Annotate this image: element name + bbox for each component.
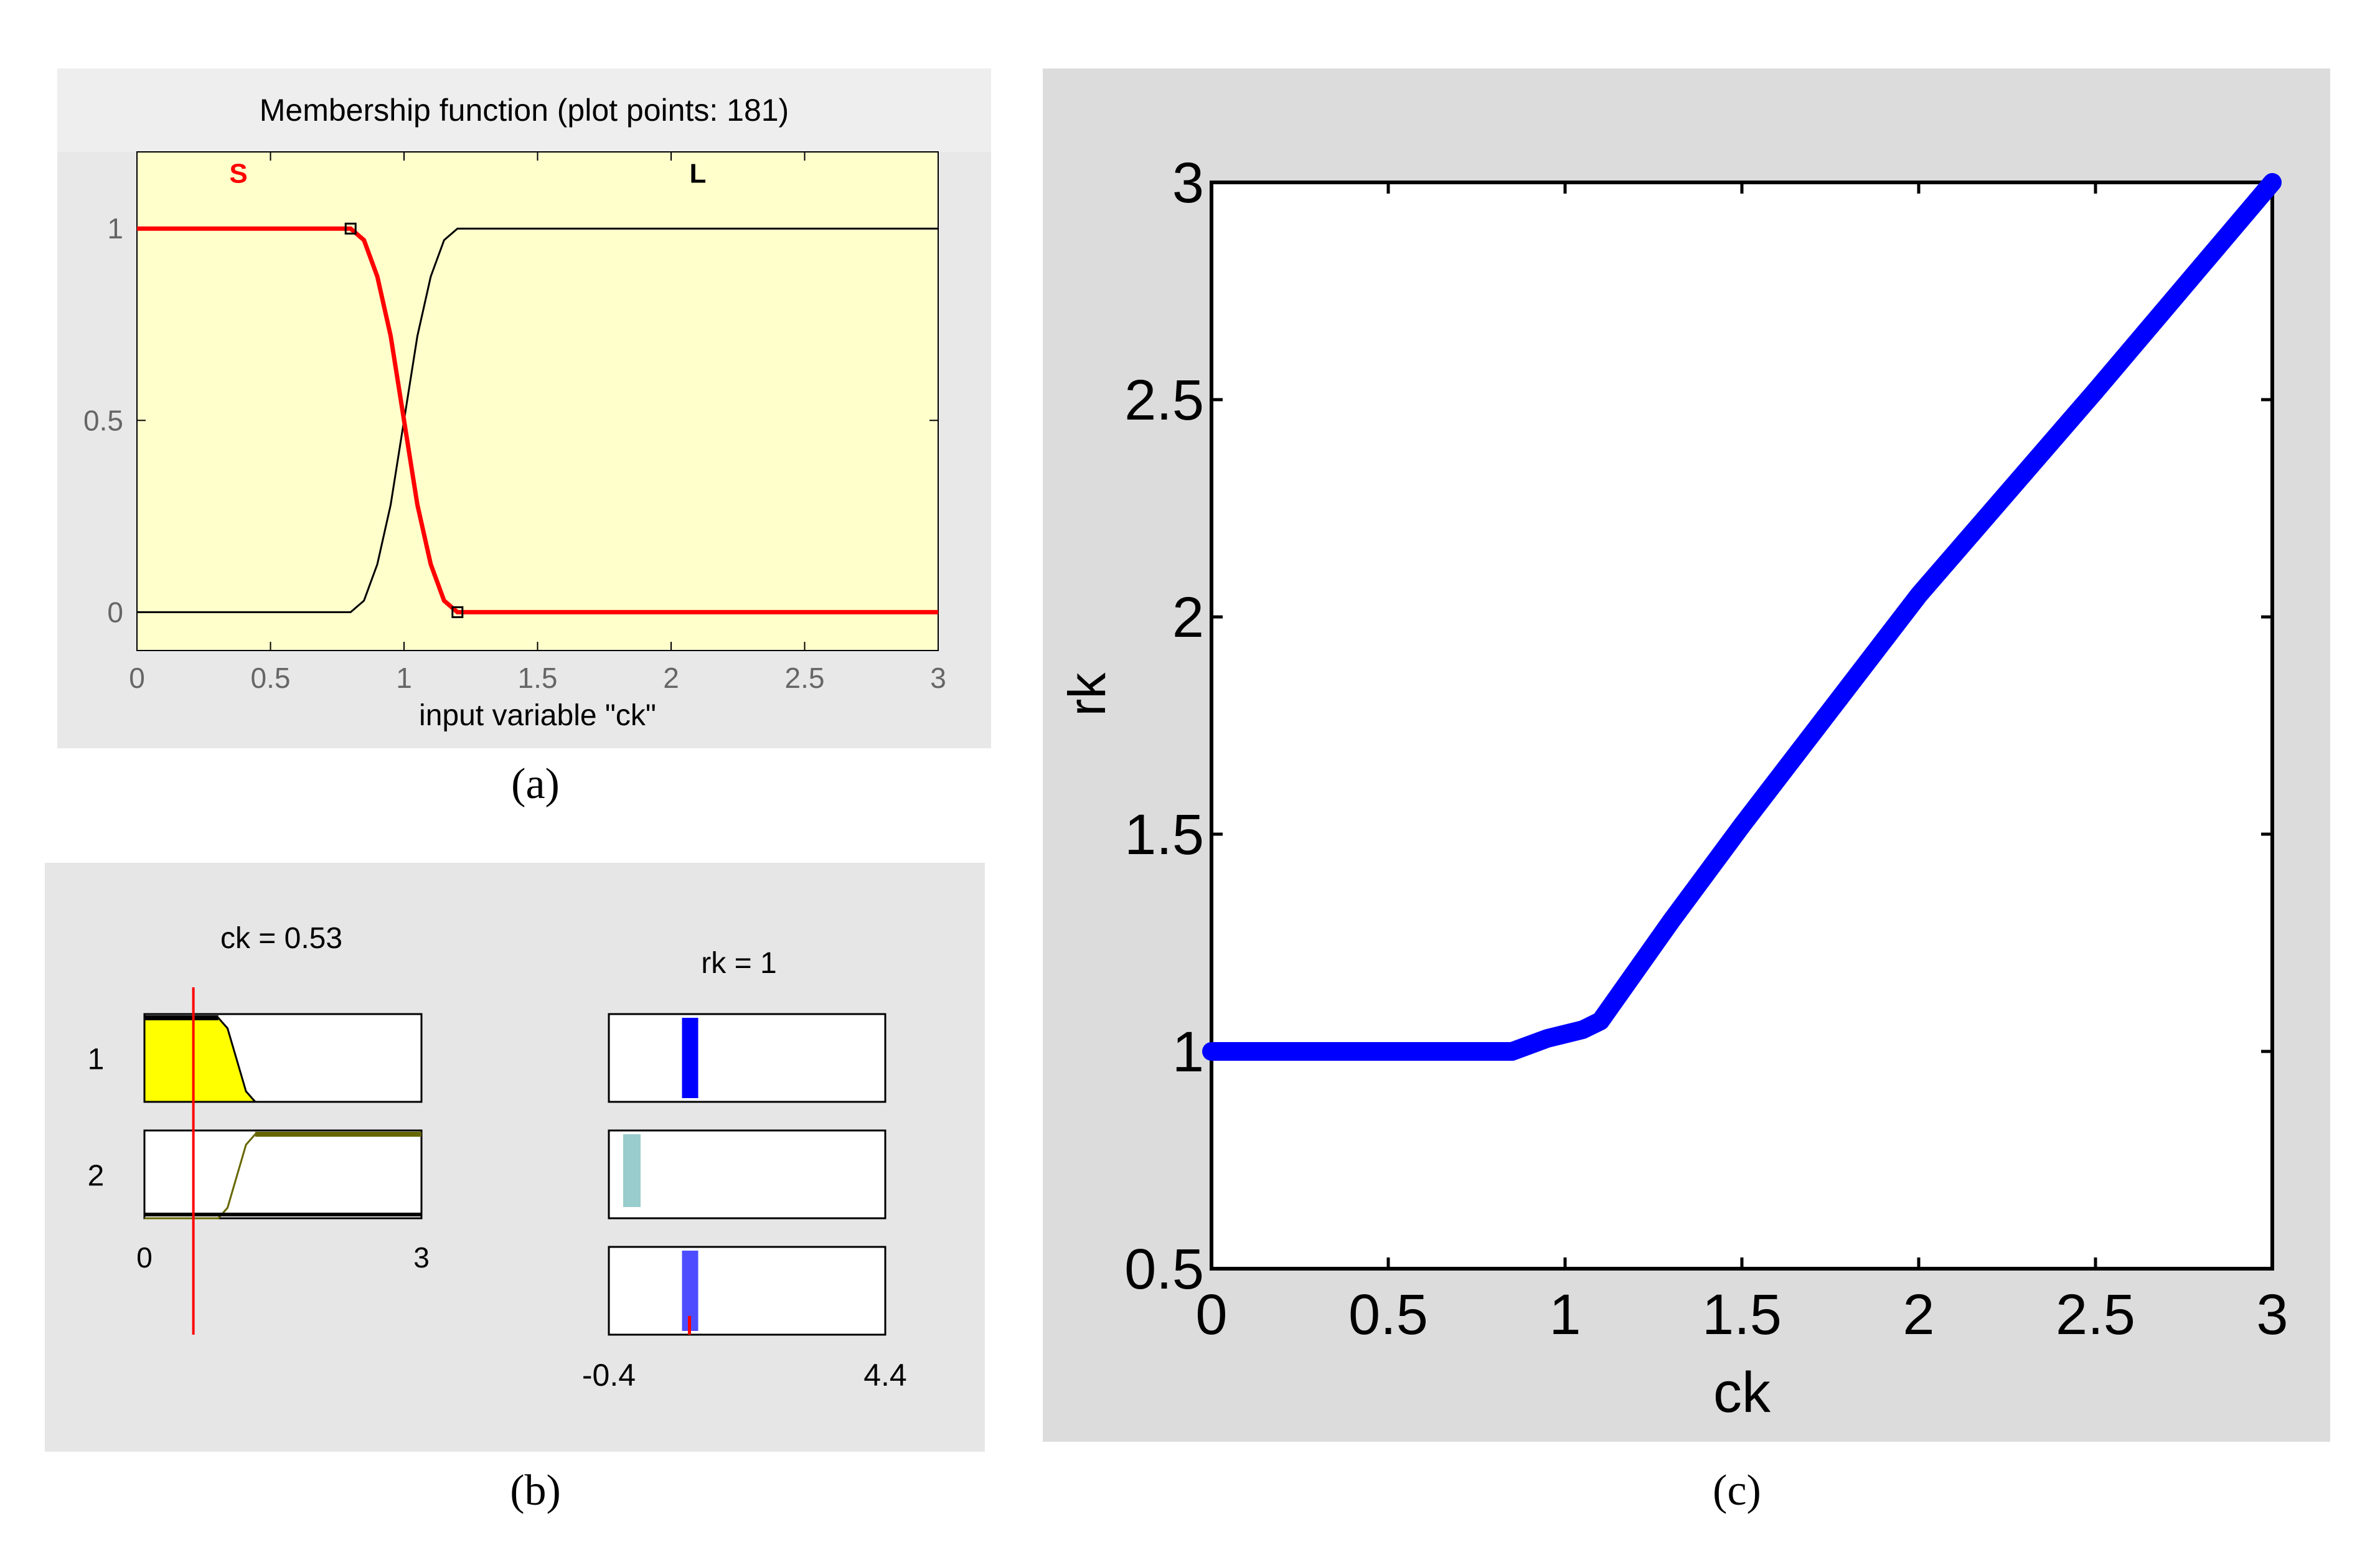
x-tick-label: 0 xyxy=(129,662,145,694)
x-tick-label: 0 xyxy=(1195,1283,1227,1346)
y-axis-label: rk xyxy=(1058,672,1116,717)
output-box xyxy=(608,1246,887,1336)
series-line-rk xyxy=(1202,173,2282,1061)
caption-b: (b) xyxy=(510,1467,561,1515)
rule-number: 1 xyxy=(88,1043,105,1076)
output-value-label: rk = 1 xyxy=(701,947,776,980)
y-tick-label: 1 xyxy=(107,212,123,245)
y-tick-label: 0 xyxy=(107,596,123,628)
membership-function-panel: Membership function (plot points: 181) 0… xyxy=(57,68,991,748)
y-tick-label: 1 xyxy=(1172,1020,1204,1084)
parameter-marker xyxy=(344,222,357,235)
x-axis-label: ck xyxy=(1713,1361,1771,1424)
y-tick-label: 2 xyxy=(1172,586,1204,649)
x-tick-label: 1.5 xyxy=(1702,1283,1782,1346)
rule-viewer-panel: ck = 0.53 rk = 1 1 2 0 3 -0.4 4.4 xyxy=(45,863,985,1452)
input-range-min: 0 xyxy=(136,1241,153,1274)
input-range-max: 3 xyxy=(413,1241,430,1274)
x-tick-label: 1 xyxy=(1549,1283,1581,1346)
x-tick-label: 2 xyxy=(1903,1283,1934,1346)
series-label-L: L xyxy=(689,158,706,189)
x-axis-label: input variable "ck" xyxy=(419,699,656,732)
output-range-max: 4.4 xyxy=(863,1358,907,1393)
output-rule2-bar xyxy=(623,1134,641,1207)
input-mf-box xyxy=(143,1129,423,1220)
input-value-label: ck = 0.53 xyxy=(220,922,342,955)
x-tick-label: 3 xyxy=(2256,1283,2288,1346)
x-tick-label: 0.5 xyxy=(1348,1283,1428,1346)
y-tick-label: 3 xyxy=(1172,151,1204,215)
x-tick-label: 0.5 xyxy=(251,662,291,694)
output-box xyxy=(608,1013,887,1103)
y-tick-label: 0.5 xyxy=(1124,1238,1204,1301)
output-range-min: -0.4 xyxy=(582,1358,636,1393)
series-line-S xyxy=(137,226,938,614)
output-rule1-bar xyxy=(682,1018,698,1098)
y-tick-label: 2.5 xyxy=(1124,369,1204,432)
caption-a: (a) xyxy=(511,760,560,808)
plot-area xyxy=(136,151,939,651)
rule-number: 2 xyxy=(88,1160,105,1193)
plot-area xyxy=(1210,181,2274,1271)
caption-c: (c) xyxy=(1713,1467,1761,1515)
x-tick-label: 3 xyxy=(930,662,946,694)
chart-title: Membership function (plot points: 181) xyxy=(57,68,991,152)
output-box xyxy=(608,1129,887,1220)
x-tick-label: 2 xyxy=(663,662,679,694)
y-tick-label: 0.5 xyxy=(83,404,123,436)
surface-panel: 0 0.5 1 1.5 2 2.5 3 0.5 1 1.5 2 2.5 3 ck rk xyxy=(1043,68,2330,1442)
y-tick-label: 1.5 xyxy=(1124,803,1204,867)
series-label-S: S xyxy=(229,158,247,189)
x-tick-label: 1.5 xyxy=(518,662,558,694)
x-tick-label: 2.5 xyxy=(2056,1283,2135,1346)
x-tick-label: 1 xyxy=(396,662,412,694)
parameter-marker xyxy=(451,606,464,618)
rule-viewer-plot: ck = 0.53 rk = 1 1 2 0 3 -0.4 4.4 xyxy=(88,922,907,1393)
x-tick-label: 2.5 xyxy=(785,662,825,694)
